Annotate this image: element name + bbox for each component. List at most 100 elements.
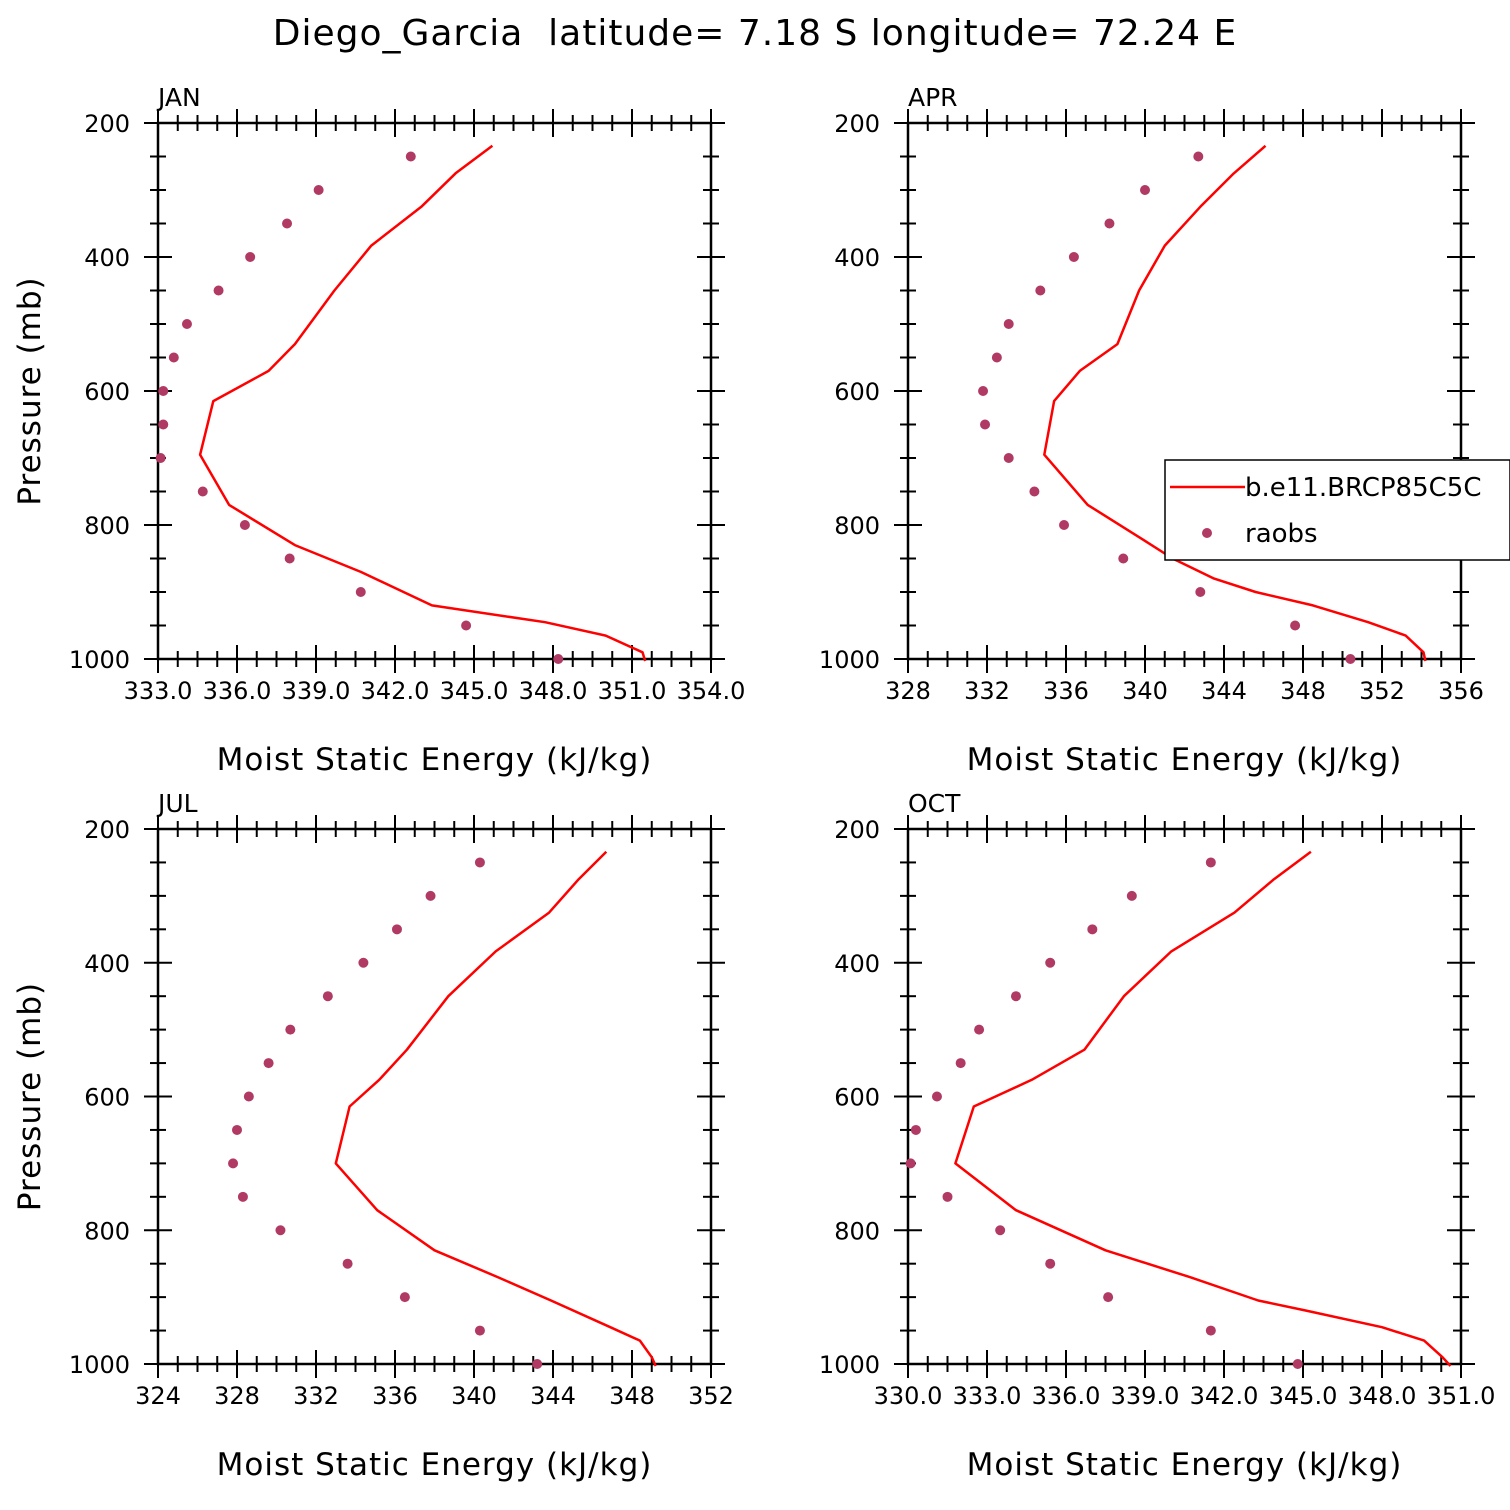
y-tick-label: 800 (84, 512, 130, 540)
y-tick-label: 1000 (69, 646, 130, 674)
obs-point (155, 453, 166, 463)
obs-point (158, 419, 169, 430)
x-tick-label: 351.0 (1427, 1382, 1496, 1410)
obs-point (213, 285, 224, 296)
obs-point (1140, 185, 1150, 195)
y-tick-label: 200 (834, 110, 880, 138)
obs-point (553, 654, 564, 664)
obs-point (405, 151, 416, 162)
y-tick-label: 1000 (819, 646, 880, 674)
x-tick-label: 342.0 (361, 677, 430, 705)
obs-point (1195, 587, 1206, 597)
obs-point (342, 1258, 353, 1269)
obs-point (1205, 857, 1216, 868)
obs-point (974, 1024, 985, 1035)
x-tick-label: 340 (451, 1382, 497, 1410)
x-tick-label: 348 (609, 1382, 655, 1410)
obs-point (313, 185, 324, 195)
obs-point (1010, 991, 1021, 1002)
y-tick-label: 400 (834, 244, 880, 272)
obs-point (461, 620, 472, 631)
y-tick-label: 400 (834, 950, 880, 978)
y-tick-label: 200 (834, 816, 880, 844)
y-tick-label: 800 (834, 512, 880, 540)
obs-point (245, 252, 256, 262)
obs-point (322, 991, 333, 1002)
series-line-model (198, 144, 647, 662)
obs-point (275, 1225, 286, 1236)
x-tick-label: 345.0 (440, 677, 509, 705)
x-tick-label: 328 (885, 677, 931, 705)
obs-point (284, 553, 295, 564)
y-tick-label: 600 (834, 378, 880, 406)
obs-point (1029, 486, 1040, 497)
x-axis-label: Moist Static Energy (kJ/kg) (217, 1447, 653, 1483)
x-tick-label: 340 (1122, 677, 1168, 705)
x-tick-label: 333.0 (124, 677, 193, 705)
x-tick-label: 332 (964, 677, 1010, 705)
obs-point (995, 1225, 1006, 1236)
obs-point (931, 1091, 942, 1102)
y-tick-label: 800 (834, 1217, 880, 1245)
obs-point (1118, 553, 1129, 564)
y-tick-label: 600 (834, 1084, 880, 1112)
x-tick-label: 352 (688, 1382, 734, 1410)
obs-point (168, 352, 179, 363)
plot-frame (156, 121, 713, 661)
obs-point (1205, 1325, 1216, 1336)
x-tick-label: 332 (293, 1382, 339, 1410)
obs-point (263, 1058, 274, 1069)
obs-point (391, 924, 402, 935)
obs-point (910, 1124, 921, 1135)
x-axis-label: Moist Static Energy (kJ/kg) (217, 742, 653, 778)
y-tick-label: 800 (84, 1217, 130, 1245)
y-tick-label: 400 (84, 950, 130, 978)
plot-frame (906, 827, 1463, 1366)
obs-point (1068, 252, 1079, 262)
obs-point (1104, 218, 1115, 229)
x-tick-label: 336 (1043, 677, 1089, 705)
x-tick-label: 356 (1438, 677, 1484, 705)
obs-point (1087, 924, 1098, 935)
y-tick-label: 200 (84, 816, 130, 844)
legend-obs-label: raobs (1245, 519, 1318, 549)
obs-point (239, 520, 250, 530)
panel-jan: 333.0 336.0 339.0 342.0 345.0 348.0 351.0 354.0… (12, 83, 745, 778)
obs-point (1045, 957, 1056, 968)
legend-box (1164, 459, 1510, 561)
x-tick-label: 344 (1201, 677, 1247, 705)
legend: b.e11.BRCP85C5C raobs (1164, 459, 1510, 561)
series-line-model (954, 850, 1452, 1367)
obs-point (1126, 890, 1137, 901)
panel-title: OCT (908, 789, 961, 818)
obs-point (1035, 285, 1046, 296)
legend-model-label: b.e11.BRCP85C5C (1245, 473, 1482, 503)
obs-point (532, 1359, 543, 1369)
y-tick-label: 400 (84, 244, 130, 272)
obs-point (980, 419, 991, 430)
obs-point (1003, 453, 1014, 463)
plot-frame (906, 121, 1463, 661)
obs-point (1045, 1258, 1056, 1269)
x-tick-label: 330.0 (874, 1382, 943, 1410)
x-tick-label: 336.0 (1032, 1382, 1101, 1410)
x-tick-label: 328 (214, 1382, 260, 1410)
obs-point (474, 1325, 485, 1336)
obs-point (1003, 319, 1014, 329)
x-tick-label: 348.0 (1348, 1382, 1417, 1410)
y-tick-label: 600 (84, 378, 130, 406)
obs-point (1193, 151, 1204, 162)
x-tick-label: 336 (372, 1382, 418, 1410)
y-tick-label: 600 (84, 1084, 130, 1112)
series-line-model (1043, 144, 1427, 662)
figure-title: Diego_Garcia latitude= 7.18 S longitude=… (273, 13, 1238, 54)
y-tick-label: 1000 (819, 1351, 880, 1379)
obs-point (1290, 620, 1301, 631)
x-tick-label: 351.0 (598, 677, 667, 705)
obs-point (228, 1158, 239, 1169)
panel-title: JAN (156, 83, 201, 112)
x-tick-label: 348.0 (519, 677, 588, 705)
obs-point (355, 587, 366, 597)
x-axis-label: Moist Static Energy (kJ/kg) (967, 742, 1403, 778)
panel-jul: 324 328 332 336 340 344 348 352 200 400 600 800 1000… (12, 789, 734, 1483)
